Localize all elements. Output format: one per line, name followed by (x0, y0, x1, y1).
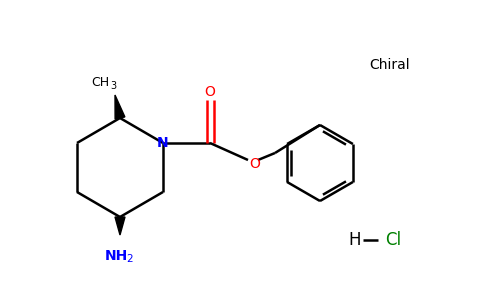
Text: H: H (349, 231, 361, 249)
Text: NH: NH (105, 249, 128, 263)
Polygon shape (115, 217, 125, 235)
Polygon shape (115, 95, 125, 119)
Text: 3: 3 (110, 81, 116, 91)
Text: Chiral: Chiral (370, 58, 410, 72)
Text: N: N (157, 136, 169, 150)
Text: 2: 2 (127, 254, 133, 264)
Text: Cl: Cl (385, 231, 401, 249)
Text: O: O (250, 157, 260, 171)
Text: O: O (205, 85, 215, 99)
Text: CH: CH (91, 76, 109, 89)
